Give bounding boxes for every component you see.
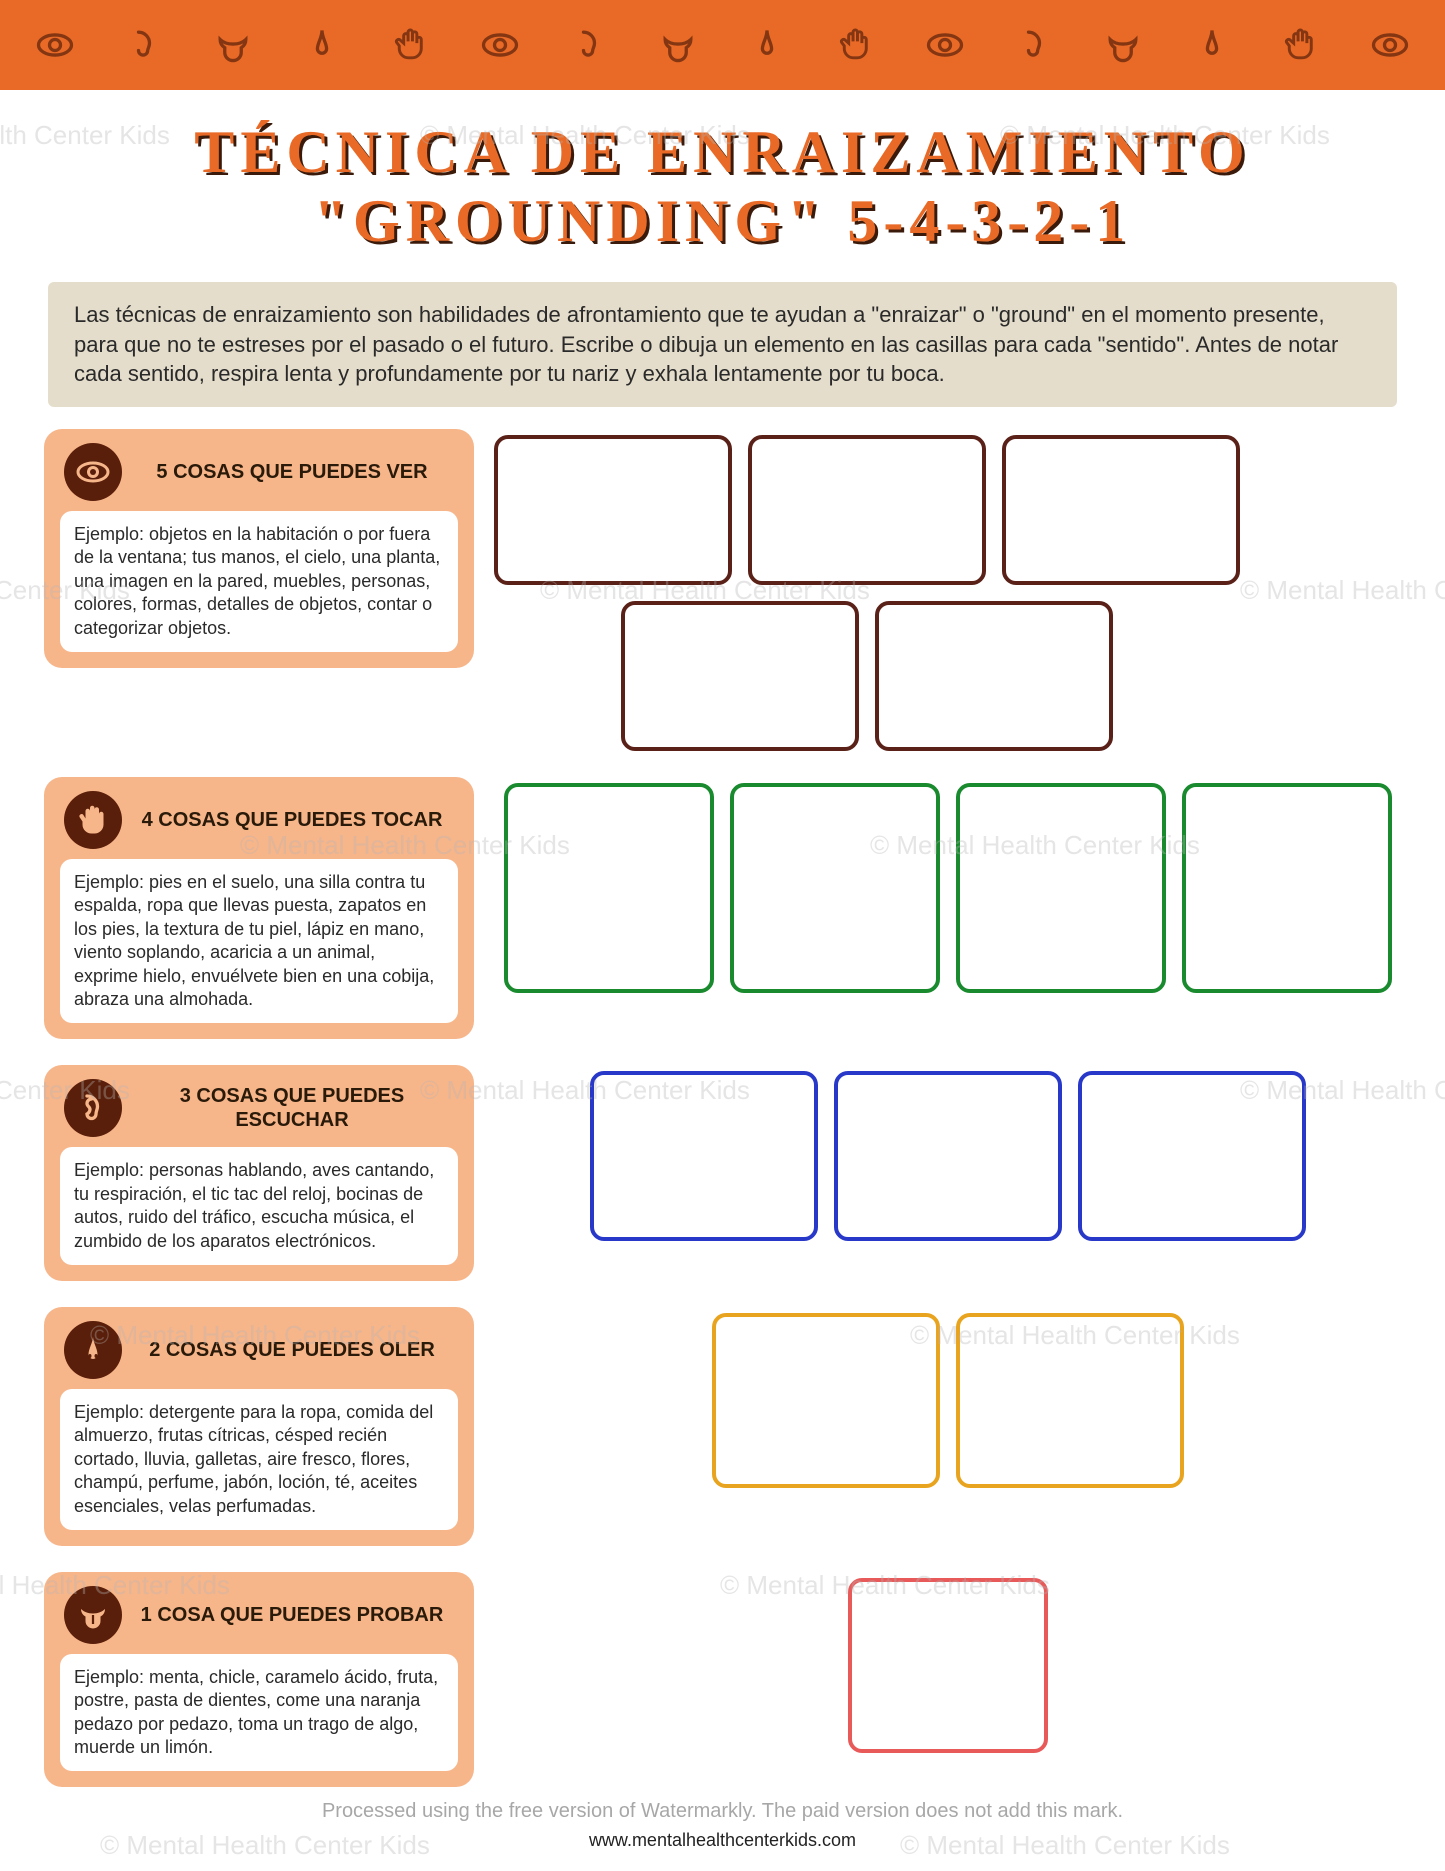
sense-card: 5 COSAS QUE PUEDES VER Ejemplo: objetos e… (44, 429, 474, 668)
page-title: TÉCNICA DE ENRAIZAMIENTO "GROUNDING" 5-4… (40, 118, 1405, 256)
answer-box[interactable] (956, 1313, 1184, 1488)
sense-row-nose: 2 COSAS QUE PUEDES OLER Ejemplo: detergen… (44, 1307, 1401, 1546)
sense-title: 5 COSAS QUE PUEDES VER (134, 460, 458, 484)
tongue-icon (656, 23, 700, 67)
sense-row-eye: 5 COSAS QUE PUEDES VER Ejemplo: objetos e… (44, 429, 1401, 751)
answer-box[interactable] (875, 601, 1113, 751)
answer-box-area (494, 1307, 1401, 1488)
worksheet-page: TÉCNICA DE ENRAIZAMIENTO "GROUNDING" 5-4… (0, 0, 1445, 1871)
eye-icon (478, 23, 522, 67)
answer-box[interactable] (748, 435, 986, 585)
answer-box[interactable] (834, 1071, 1062, 1241)
sense-title: 3 COSAS QUE PUEDES ESCUCHAR (134, 1084, 458, 1132)
answer-box[interactable] (1078, 1071, 1306, 1241)
hand-icon (64, 791, 122, 849)
title-container: TÉCNICA DE ENRAIZAMIENTO "GROUNDING" 5-4… (0, 90, 1445, 274)
answer-box[interactable] (590, 1071, 818, 1241)
ear-icon (1012, 23, 1056, 67)
sense-card: 3 COSAS QUE PUEDES ESCUCHAR Ejemplo: pers… (44, 1065, 474, 1281)
sense-example: Ejemplo: detergente para la ropa, comida… (60, 1389, 458, 1530)
sense-title: 4 COSAS QUE PUEDES TOCAR (134, 808, 458, 832)
answer-box[interactable] (956, 783, 1166, 993)
sense-row-hand: 4 COSAS QUE PUEDES TOCAR Ejemplo: pies en… (44, 777, 1401, 1039)
hand-icon (1279, 23, 1323, 67)
answer-box[interactable] (848, 1578, 1048, 1753)
hand-icon (834, 23, 878, 67)
sense-card: 1 COSA QUE PUEDES PROBAR Ejemplo: menta, … (44, 1572, 474, 1788)
intro-description: Las técnicas de enraizamiento son habili… (48, 282, 1397, 407)
answer-box-area (494, 1065, 1401, 1241)
card-header: 1 COSA QUE PUEDES PROBAR (60, 1586, 458, 1644)
tongue-icon (64, 1586, 122, 1644)
answer-box[interactable] (1002, 435, 1240, 585)
title-line-1: TÉCNICA DE ENRAIZAMIENTO (194, 119, 1250, 185)
answer-box[interactable] (494, 435, 732, 585)
nose-icon (745, 23, 789, 67)
sense-row-tongue: 1 COSA QUE PUEDES PROBAR Ejemplo: menta, … (44, 1572, 1401, 1788)
nose-icon (64, 1321, 122, 1379)
answer-box-area (494, 1572, 1401, 1753)
sense-example: Ejemplo: menta, chicle, caramelo ácido, … (60, 1654, 458, 1772)
sense-card: 2 COSAS QUE PUEDES OLER Ejemplo: detergen… (44, 1307, 474, 1546)
ear-icon (64, 1079, 122, 1137)
sense-card: 4 COSAS QUE PUEDES TOCAR Ejemplo: pies en… (44, 777, 474, 1039)
eye-icon (1368, 23, 1412, 67)
answer-box[interactable] (1182, 783, 1392, 993)
top-decorative-band (0, 0, 1445, 90)
tongue-icon (211, 23, 255, 67)
sense-example: Ejemplo: pies en el suelo, una silla con… (60, 859, 458, 1023)
answer-box[interactable] (504, 783, 714, 993)
ear-icon (122, 23, 166, 67)
answer-box-area (494, 429, 1240, 751)
website-url: www.mentalhealthcenterkids.com (0, 1830, 1445, 1851)
nose-icon (1190, 23, 1234, 67)
answer-box[interactable] (712, 1313, 940, 1488)
card-header: 2 COSAS QUE PUEDES OLER (60, 1321, 458, 1379)
answer-box[interactable] (621, 601, 859, 751)
ear-icon (567, 23, 611, 67)
sense-row-ear: 3 COSAS QUE PUEDES ESCUCHAR Ejemplo: pers… (44, 1065, 1401, 1281)
sense-title: 1 COSA QUE PUEDES PROBAR (134, 1603, 458, 1627)
card-header: 3 COSAS QUE PUEDES ESCUCHAR (60, 1079, 458, 1137)
answer-box-area (494, 777, 1401, 993)
eye-icon (33, 23, 77, 67)
card-header: 5 COSAS QUE PUEDES VER (60, 443, 458, 501)
answer-box[interactable] (730, 783, 940, 993)
hand-icon (389, 23, 433, 67)
sense-title: 2 COSAS QUE PUEDES OLER (134, 1338, 458, 1362)
title-line-2: "GROUNDING" 5-4-3-2-1 (314, 188, 1132, 254)
card-header: 4 COSAS QUE PUEDES TOCAR (60, 791, 458, 849)
eye-icon (923, 23, 967, 67)
sense-example: Ejemplo: objetos en la habitación o por … (60, 511, 458, 652)
watermark-footer-note: Processed using the free version of Wate… (0, 1800, 1445, 1823)
senses-content: 5 COSAS QUE PUEDES VER Ejemplo: objetos e… (0, 429, 1445, 1843)
eye-icon (64, 443, 122, 501)
nose-icon (300, 23, 344, 67)
sense-example: Ejemplo: personas hablando, aves cantand… (60, 1147, 458, 1265)
tongue-icon (1101, 23, 1145, 67)
